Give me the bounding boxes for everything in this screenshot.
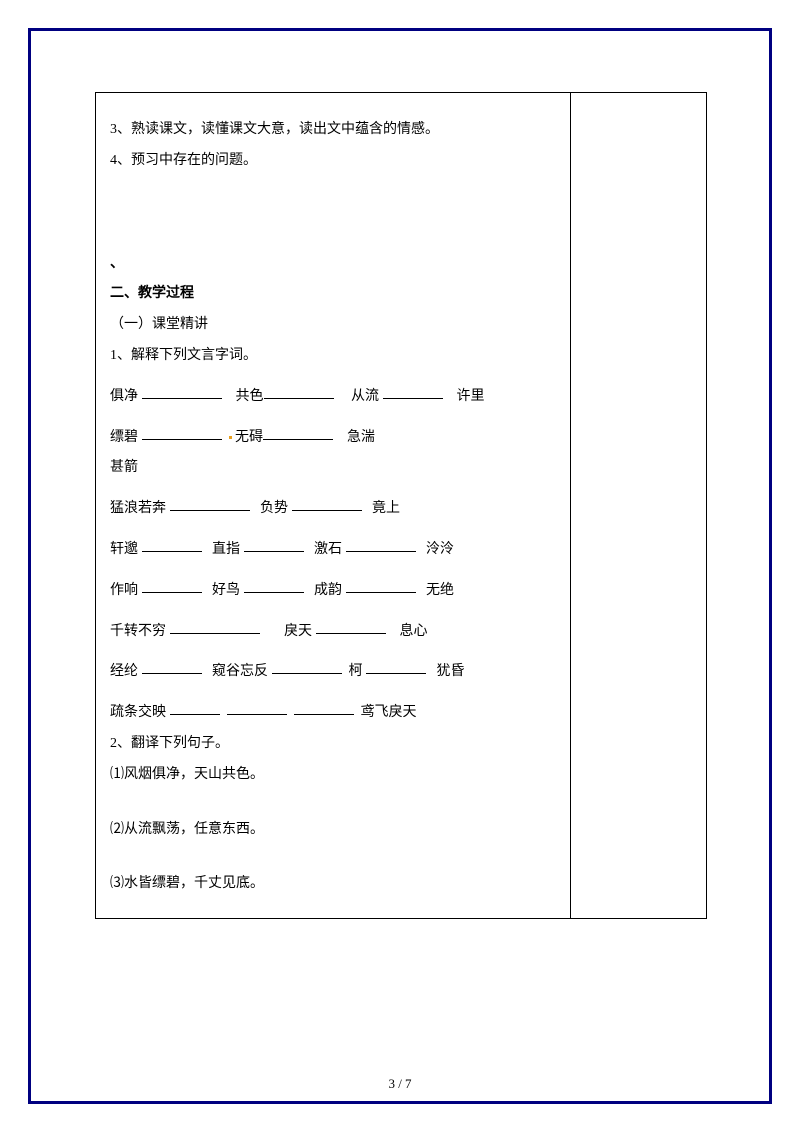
term: 猛浪若奔 (110, 501, 166, 516)
blank (227, 701, 287, 715)
term: 负势 (260, 501, 288, 516)
term: 直指 (212, 542, 240, 557)
subsection-1: （一）课堂精讲 (110, 310, 556, 341)
term: 竟上 (372, 501, 400, 516)
term: 甚箭 (110, 460, 138, 475)
vocab-row-1: 俱净 共色 从流 许里 (110, 382, 556, 413)
term: 轩邈 (110, 542, 138, 557)
blank (170, 497, 250, 511)
term: 柯 (349, 664, 363, 679)
term: 激石 (314, 542, 342, 557)
sentence-2: ⑵从流飘荡，任意东西。 (110, 815, 556, 846)
term: 戾天 (284, 624, 312, 639)
question-2: 2、翻译下列句子。 (110, 729, 556, 760)
vocab-row-3: 甚箭 (110, 453, 556, 484)
blank (142, 660, 202, 674)
vocab-row-6: 作响 好鸟 成韵 无绝 (110, 576, 556, 607)
dot-icon (229, 436, 232, 439)
term: 俱净 (110, 389, 138, 404)
content: 3、熟读课文，读懂课文大意，读出文中蕴含的情感。 4、预习中存在的问题。 、 二… (95, 92, 707, 919)
main-table: 3、熟读课文，读懂课文大意，读出文中蕴含的情感。 4、预习中存在的问题。 、 二… (95, 92, 707, 919)
blank (264, 385, 334, 399)
blank (244, 538, 304, 552)
term: 泠泠 (426, 542, 454, 557)
blank (346, 579, 416, 593)
term: 鸢飞戾天 (361, 705, 417, 720)
sentence-3: ⑶水皆缥碧，千丈见底。 (110, 869, 556, 900)
term: 从流 (351, 389, 379, 404)
preview-item-3: 3、熟读课文，读懂课文大意，读出文中蕴含的情感。 (110, 115, 556, 146)
term: 许里 (457, 389, 485, 404)
blank (294, 701, 354, 715)
vocab-row-5: 轩邈 直指 激石 泠泠 (110, 535, 556, 566)
blank (366, 660, 426, 674)
term: 成韵 (314, 583, 342, 598)
blank (142, 426, 222, 440)
term: 犹昏 (437, 664, 465, 679)
backtick-mark: 、 (110, 249, 556, 280)
left-column: 3、熟读课文，读懂课文大意，读出文中蕴含的情感。 4、预习中存在的问题。 、 二… (96, 93, 571, 918)
term: 无碍 (235, 430, 263, 445)
term: 息心 (400, 624, 428, 639)
term: 缥碧 (110, 430, 138, 445)
right-column (571, 93, 706, 918)
term: 急湍 (347, 430, 375, 445)
blank (292, 497, 362, 511)
preview-item-4: 4、预习中存在的问题。 (110, 146, 556, 177)
blank (170, 620, 260, 634)
blank (263, 426, 333, 440)
blank (142, 579, 202, 593)
section-2-heading: 二、教学过程 (110, 279, 556, 310)
term: 无绝 (426, 583, 454, 598)
term: 疏条交映 (110, 705, 166, 720)
blank (272, 660, 342, 674)
blank (316, 620, 386, 634)
term: 共色 (236, 389, 264, 404)
blank (244, 579, 304, 593)
sentence-1: ⑴风烟俱净，天山共色。 (110, 760, 556, 791)
question-1: 1、解释下列文言字词。 (110, 341, 556, 372)
term: 经纶 (110, 664, 138, 679)
vocab-row-9: 疏条交映 鸢飞戾天 (110, 698, 556, 729)
term: 作响 (110, 583, 138, 598)
term: 好鸟 (212, 583, 240, 598)
blank (170, 701, 220, 715)
blank (142, 385, 222, 399)
term: 窥谷忘反 (212, 664, 268, 679)
blank (346, 538, 416, 552)
vocab-row-8: 经纶 窥谷忘反 柯 犹昏 (110, 657, 556, 688)
blank (142, 538, 202, 552)
page-number: 3 / 7 (0, 1076, 800, 1092)
term: 千转不穷 (110, 624, 166, 639)
vocab-row-2: 缥碧 无碍 急湍 (110, 423, 556, 454)
vocab-row-4: 猛浪若奔 负势 竟上 (110, 494, 556, 525)
vocab-row-7: 千转不穷 戾天 息心 (110, 617, 556, 648)
blank (383, 385, 443, 399)
